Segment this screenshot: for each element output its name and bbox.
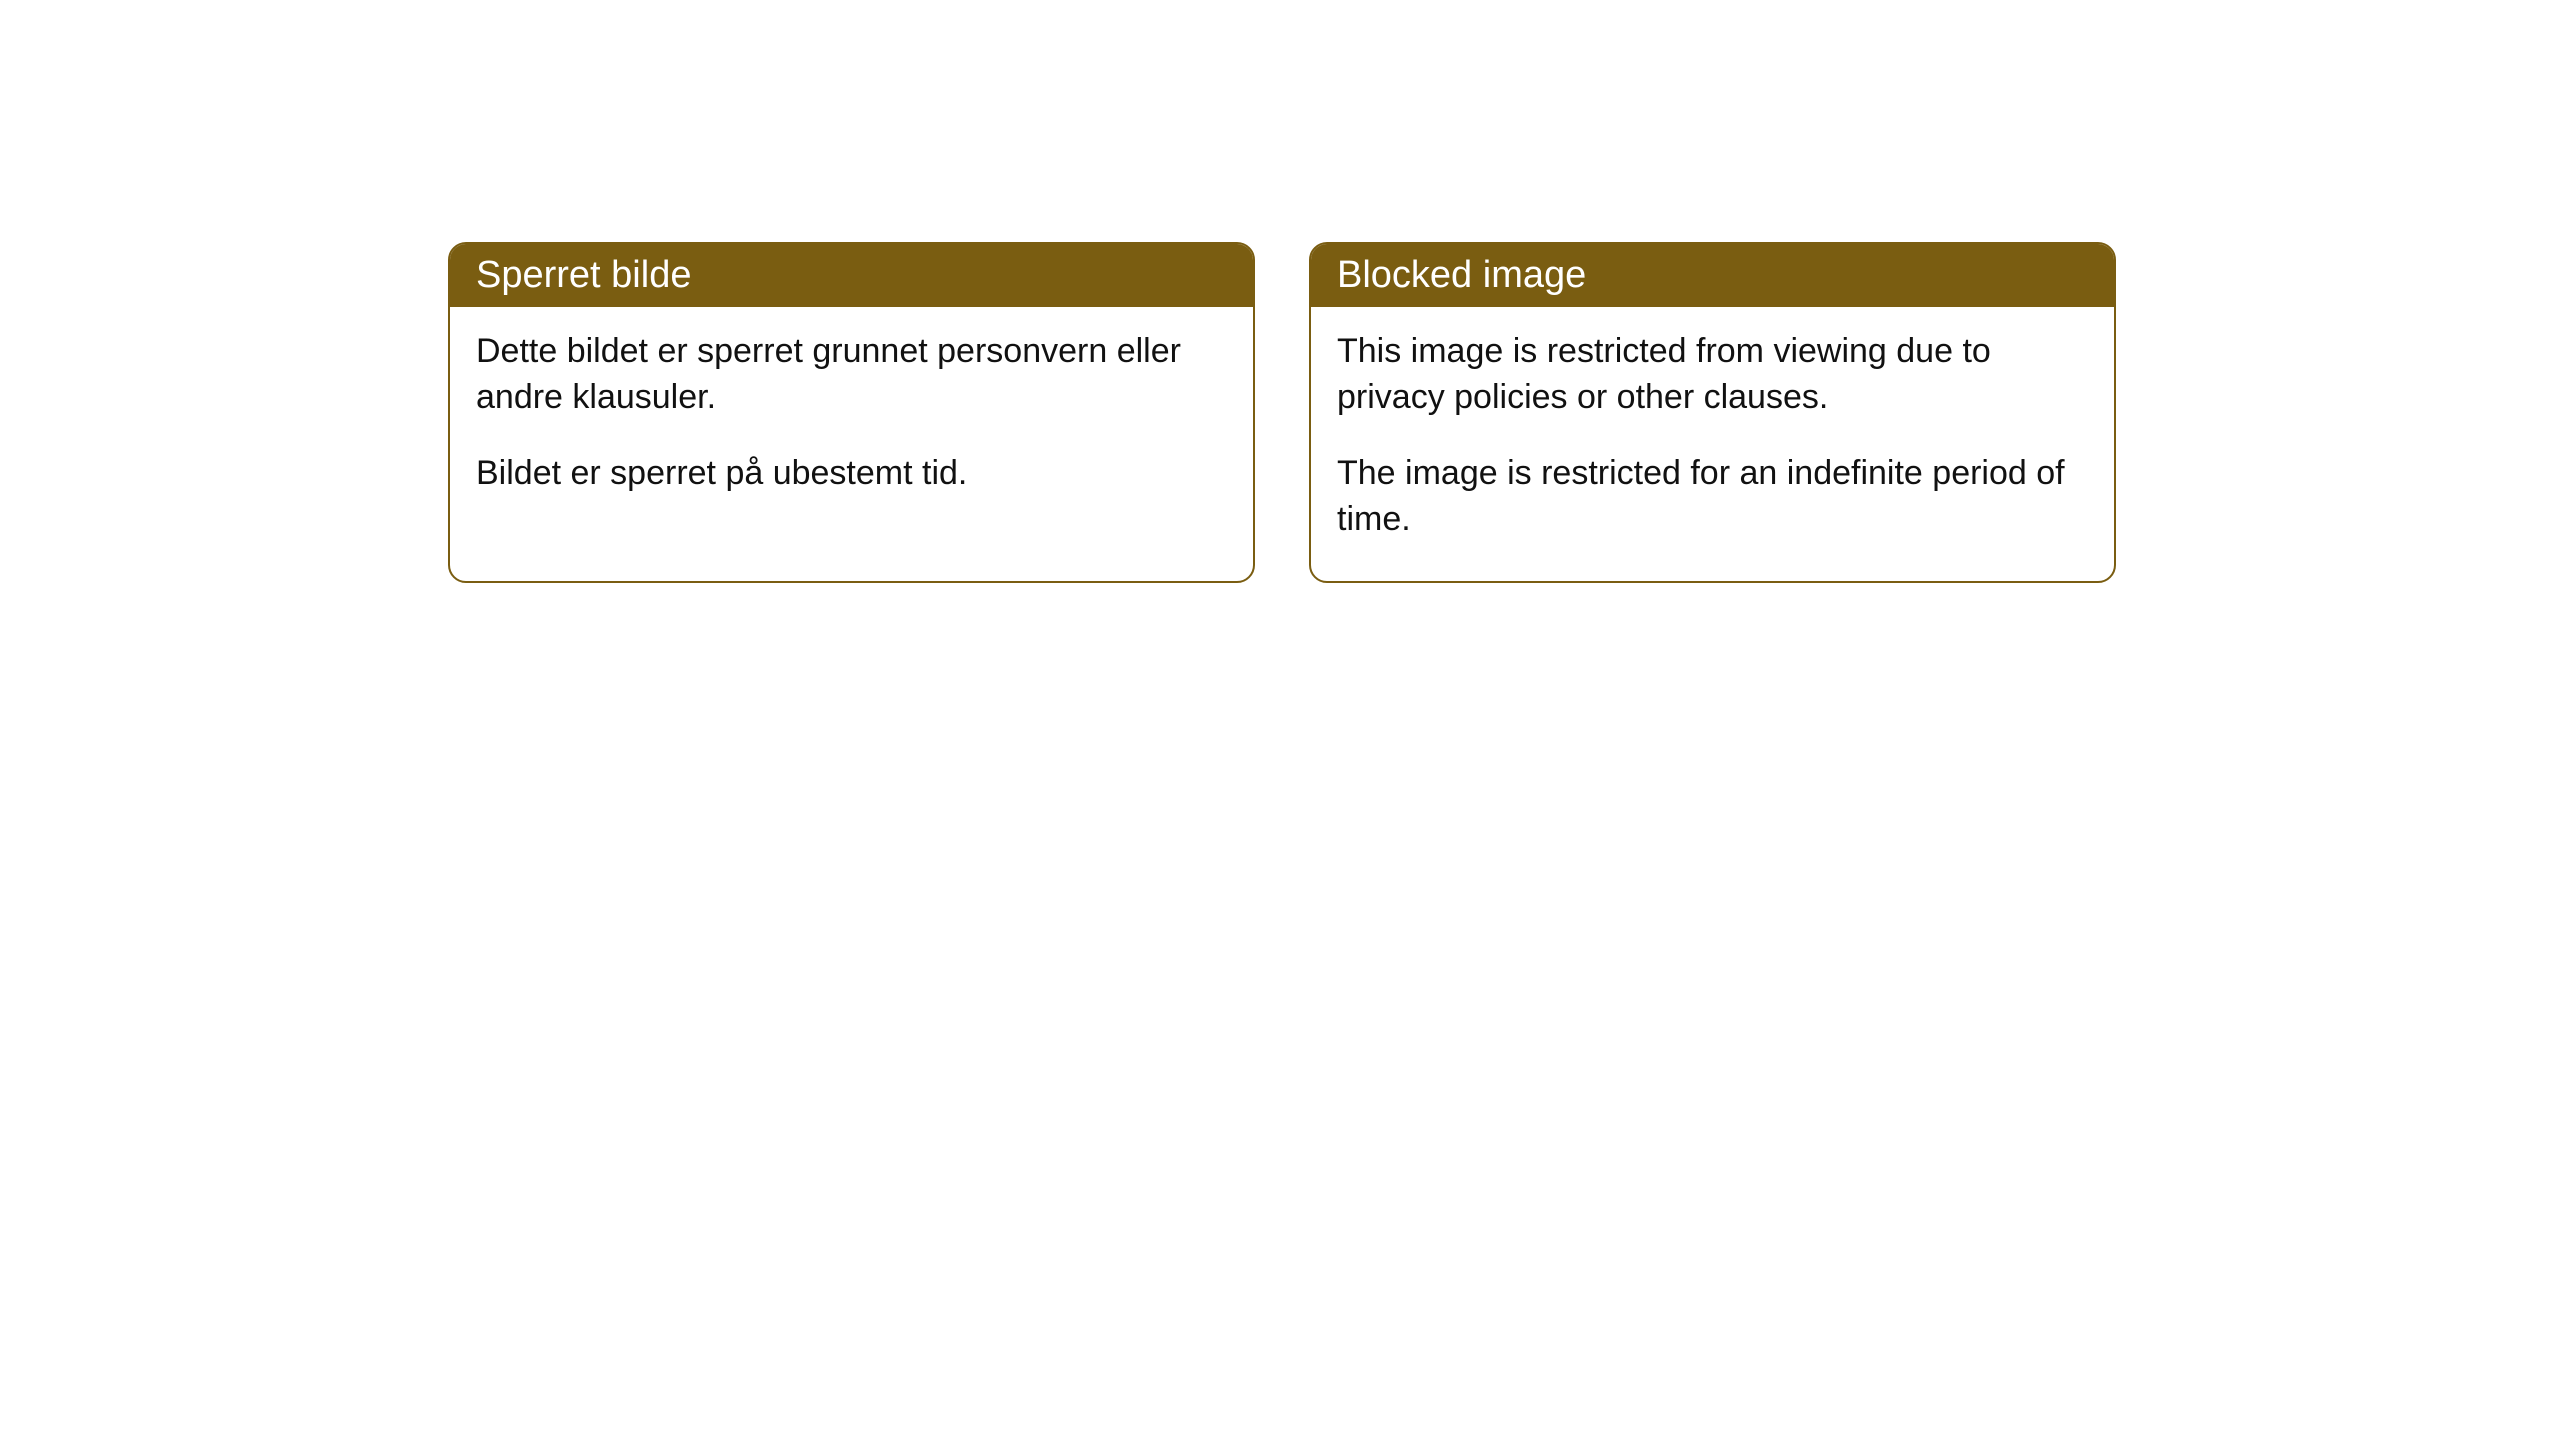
- card-title: Blocked image: [1337, 254, 1586, 296]
- card-header-norwegian: Sperret bilde: [450, 244, 1253, 307]
- card-body-english: This image is restricted from viewing du…: [1311, 307, 2114, 581]
- card-english: Blocked image This image is restricted f…: [1309, 242, 2116, 583]
- card-paragraph: The image is restricted for an indefinit…: [1337, 451, 2088, 543]
- card-paragraph: This image is restricted from viewing du…: [1337, 329, 2088, 421]
- card-header-english: Blocked image: [1311, 244, 2114, 307]
- cards-container: Sperret bilde Dette bildet er sperret gr…: [448, 242, 2116, 583]
- card-norwegian: Sperret bilde Dette bildet er sperret gr…: [448, 242, 1255, 583]
- card-body-norwegian: Dette bildet er sperret grunnet personve…: [450, 307, 1253, 535]
- card-paragraph: Bildet er sperret på ubestemt tid.: [476, 451, 1227, 497]
- card-paragraph: Dette bildet er sperret grunnet personve…: [476, 329, 1227, 421]
- card-title: Sperret bilde: [476, 254, 691, 296]
